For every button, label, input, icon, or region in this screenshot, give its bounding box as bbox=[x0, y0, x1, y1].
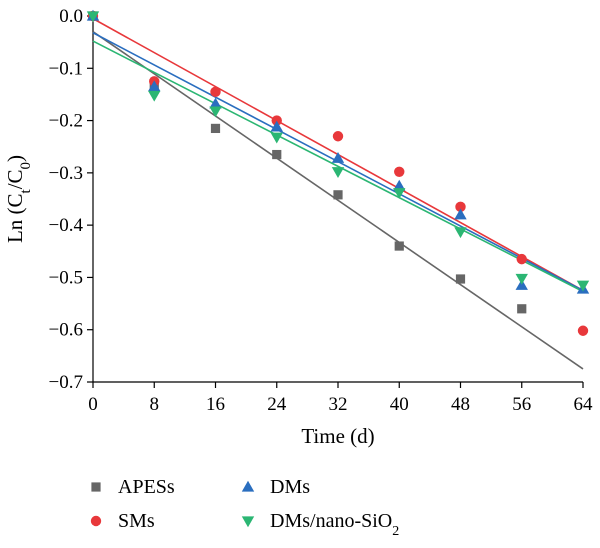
point-dms-nano-sio2 bbox=[515, 273, 528, 285]
legend-marker-apess bbox=[91, 482, 101, 492]
point-dms-nano-sio2 bbox=[148, 90, 161, 102]
y-tick-label: −0.1 bbox=[49, 58, 83, 79]
point-dms-nano-sio2 bbox=[86, 11, 100, 23]
point-dms bbox=[454, 208, 467, 220]
fit-line-dms-nano-sio2 bbox=[92, 40, 584, 293]
x-tick-label: 64 bbox=[574, 394, 594, 415]
point-dms-nano-sio2 bbox=[576, 280, 590, 292]
point-apess bbox=[394, 241, 404, 251]
x-tick-label: 32 bbox=[329, 394, 348, 415]
point-sms bbox=[577, 325, 589, 336]
point-dms-nano-sio2 bbox=[393, 188, 406, 199]
legend-label-dms-nano-sio2: DMs/nano-SiO2 bbox=[270, 510, 399, 539]
point-sms bbox=[210, 86, 221, 98]
point-dms bbox=[270, 120, 283, 132]
x-tick-label: 56 bbox=[512, 394, 531, 415]
point-dms bbox=[148, 80, 161, 92]
point-apess bbox=[455, 274, 466, 284]
point-dms bbox=[331, 152, 345, 163]
point-dms-nano-sio2 bbox=[331, 167, 345, 179]
x-tick-label: 40 bbox=[390, 394, 409, 415]
data-points bbox=[86, 9, 590, 336]
point-sms bbox=[271, 115, 282, 126]
point-dms-nano-sio2 bbox=[209, 106, 222, 118]
y-tick-label: −0.4 bbox=[49, 215, 84, 236]
y-axis-label: Ln (Ct/C0) bbox=[3, 155, 34, 243]
point-dms-nano-sio2 bbox=[270, 132, 283, 144]
tick-labels: 0 8 16 24 32 40 48 56 64 0.0 −0.1 −0.2 −0.3 −0.4 −0.5 −… bbox=[49, 6, 593, 415]
point-sms bbox=[394, 166, 405, 178]
y-tick-label: −0.5 bbox=[49, 267, 83, 288]
point-sms bbox=[516, 253, 527, 265]
y-tick-label: 0.0 bbox=[59, 6, 83, 27]
legend-label-sms: SMs bbox=[118, 510, 155, 532]
legend-marker-dms-nano-sio2 bbox=[241, 516, 255, 528]
point-apess bbox=[210, 123, 221, 134]
y-tick-label: −0.6 bbox=[49, 320, 83, 341]
x-tick-label: 24 bbox=[267, 394, 287, 415]
point-apess bbox=[517, 304, 527, 314]
fit-line-apess bbox=[92, 31, 584, 370]
legend-label-apess: APESs bbox=[118, 476, 175, 498]
x-axis-label: Time (d) bbox=[301, 424, 374, 448]
point-sms bbox=[332, 131, 344, 142]
y-tick-label: −0.2 bbox=[49, 111, 83, 132]
point-dms bbox=[393, 179, 406, 191]
y-tick-label: −0.7 bbox=[49, 372, 83, 393]
legend-marker-sms bbox=[90, 515, 102, 527]
point-dms bbox=[209, 97, 222, 109]
legend-label-dms: DMs bbox=[270, 476, 310, 498]
point-dms-nano-sio2 bbox=[454, 227, 467, 239]
x-tick-label: 48 bbox=[451, 394, 470, 415]
point-apess bbox=[333, 190, 343, 200]
x-tick-label: 8 bbox=[150, 394, 160, 415]
y-tick-label: −0.3 bbox=[49, 163, 83, 184]
legend: APESs SMs DMs DMs/nano-SiO2 bbox=[90, 476, 399, 539]
legend-marker-dms bbox=[241, 480, 255, 492]
point-apess bbox=[272, 149, 282, 160]
x-tick-label: 0 bbox=[88, 394, 98, 415]
x-tick-label: 16 bbox=[206, 394, 225, 415]
point-sms bbox=[455, 201, 466, 213]
